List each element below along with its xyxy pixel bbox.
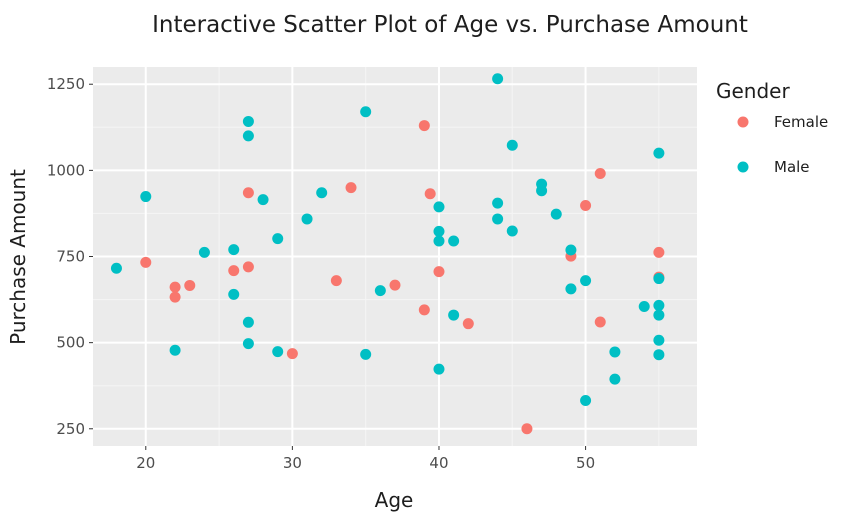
data-point-male (374, 285, 386, 297)
data-point-male (653, 273, 665, 285)
data-point-male (433, 225, 445, 237)
data-point-male (653, 147, 665, 159)
data-point-male (580, 395, 592, 407)
data-point-female (418, 304, 430, 316)
data-point-female (594, 167, 606, 179)
data-point-male (580, 275, 592, 287)
data-point-male (609, 346, 621, 358)
legend-marker (737, 161, 749, 173)
data-point-female (594, 316, 606, 328)
data-point-male (448, 235, 460, 247)
data-point-male (360, 348, 372, 360)
data-point-female (345, 182, 357, 194)
data-point-female (389, 279, 401, 291)
chart-title: Interactive Scatter Plot of Age vs. Purc… (152, 12, 748, 38)
x-axis-title: Age (375, 488, 414, 512)
data-point-male (198, 246, 210, 258)
data-point-male (433, 235, 445, 247)
data-point-male (565, 283, 577, 295)
legend-marker (737, 116, 749, 128)
data-point-male (242, 316, 254, 328)
data-point-male (653, 334, 665, 346)
data-point-female (433, 266, 445, 278)
data-point-male (609, 373, 621, 385)
data-point-male (638, 300, 650, 312)
data-point-male (316, 187, 328, 199)
x-tick-label: 40 (429, 454, 448, 472)
major-gridlines (93, 67, 697, 446)
data-point-female (286, 348, 298, 360)
data-point-male (653, 349, 665, 361)
data-point-male (272, 346, 284, 358)
data-point-male (653, 309, 665, 321)
data-point-female (521, 423, 533, 435)
data-point-male (565, 244, 577, 256)
y-tick-label: 750 (56, 248, 85, 266)
data-point-male (492, 213, 504, 225)
data-point-male (242, 130, 254, 142)
data-point-male (536, 185, 548, 197)
data-point-female (140, 256, 152, 268)
data-point-male (433, 363, 445, 375)
x-tick-label: 20 (136, 454, 155, 472)
data-point-male (433, 201, 445, 213)
data-points (110, 73, 665, 435)
data-point-male (272, 233, 284, 245)
data-point-female (184, 279, 196, 291)
data-point-male (492, 197, 504, 209)
legend-label: Male (774, 158, 810, 176)
data-point-male (169, 344, 181, 356)
data-point-male (653, 299, 665, 311)
x-axis-ticks: 20 30 40 50 (136, 446, 595, 472)
data-point-male (228, 244, 240, 256)
data-point-female (169, 291, 181, 303)
y-axis-title: Purchase Amount (6, 169, 30, 345)
data-point-female (462, 318, 474, 330)
data-point-male (257, 194, 269, 206)
data-point-female (169, 281, 181, 293)
data-point-male (492, 73, 504, 85)
x-tick-label: 50 (576, 454, 595, 472)
data-point-female (242, 187, 254, 199)
data-point-male (110, 262, 122, 274)
legend-item-female[interactable]: Female (737, 113, 829, 131)
data-point-female (653, 246, 665, 258)
x-tick-label: 30 (283, 454, 302, 472)
data-point-male (506, 225, 518, 237)
data-point-male (140, 191, 152, 203)
data-point-male (550, 208, 562, 220)
data-point-female (242, 261, 254, 273)
data-point-female (424, 188, 436, 200)
data-point-male (301, 213, 313, 225)
legend: Gender Female Male (716, 79, 828, 176)
data-point-male (242, 115, 254, 127)
legend-item-male[interactable]: Male (737, 158, 810, 176)
data-point-female (418, 120, 430, 132)
y-tick-label: 1000 (47, 161, 85, 179)
data-point-male (242, 338, 254, 350)
y-tick-label: 1250 (47, 75, 85, 93)
data-point-female (580, 200, 592, 212)
data-point-female (330, 275, 342, 287)
y-tick-label: 250 (56, 420, 85, 438)
y-axis-ticks: 250 500 750 1000 1250 (47, 75, 93, 438)
data-point-female (228, 265, 240, 277)
data-point-male (360, 106, 372, 118)
y-tick-label: 500 (56, 334, 85, 352)
data-point-male (448, 309, 460, 321)
data-point-male (228, 288, 240, 300)
legend-label: Female (774, 113, 828, 131)
legend-title: Gender (716, 79, 790, 103)
data-point-male (506, 139, 518, 151)
